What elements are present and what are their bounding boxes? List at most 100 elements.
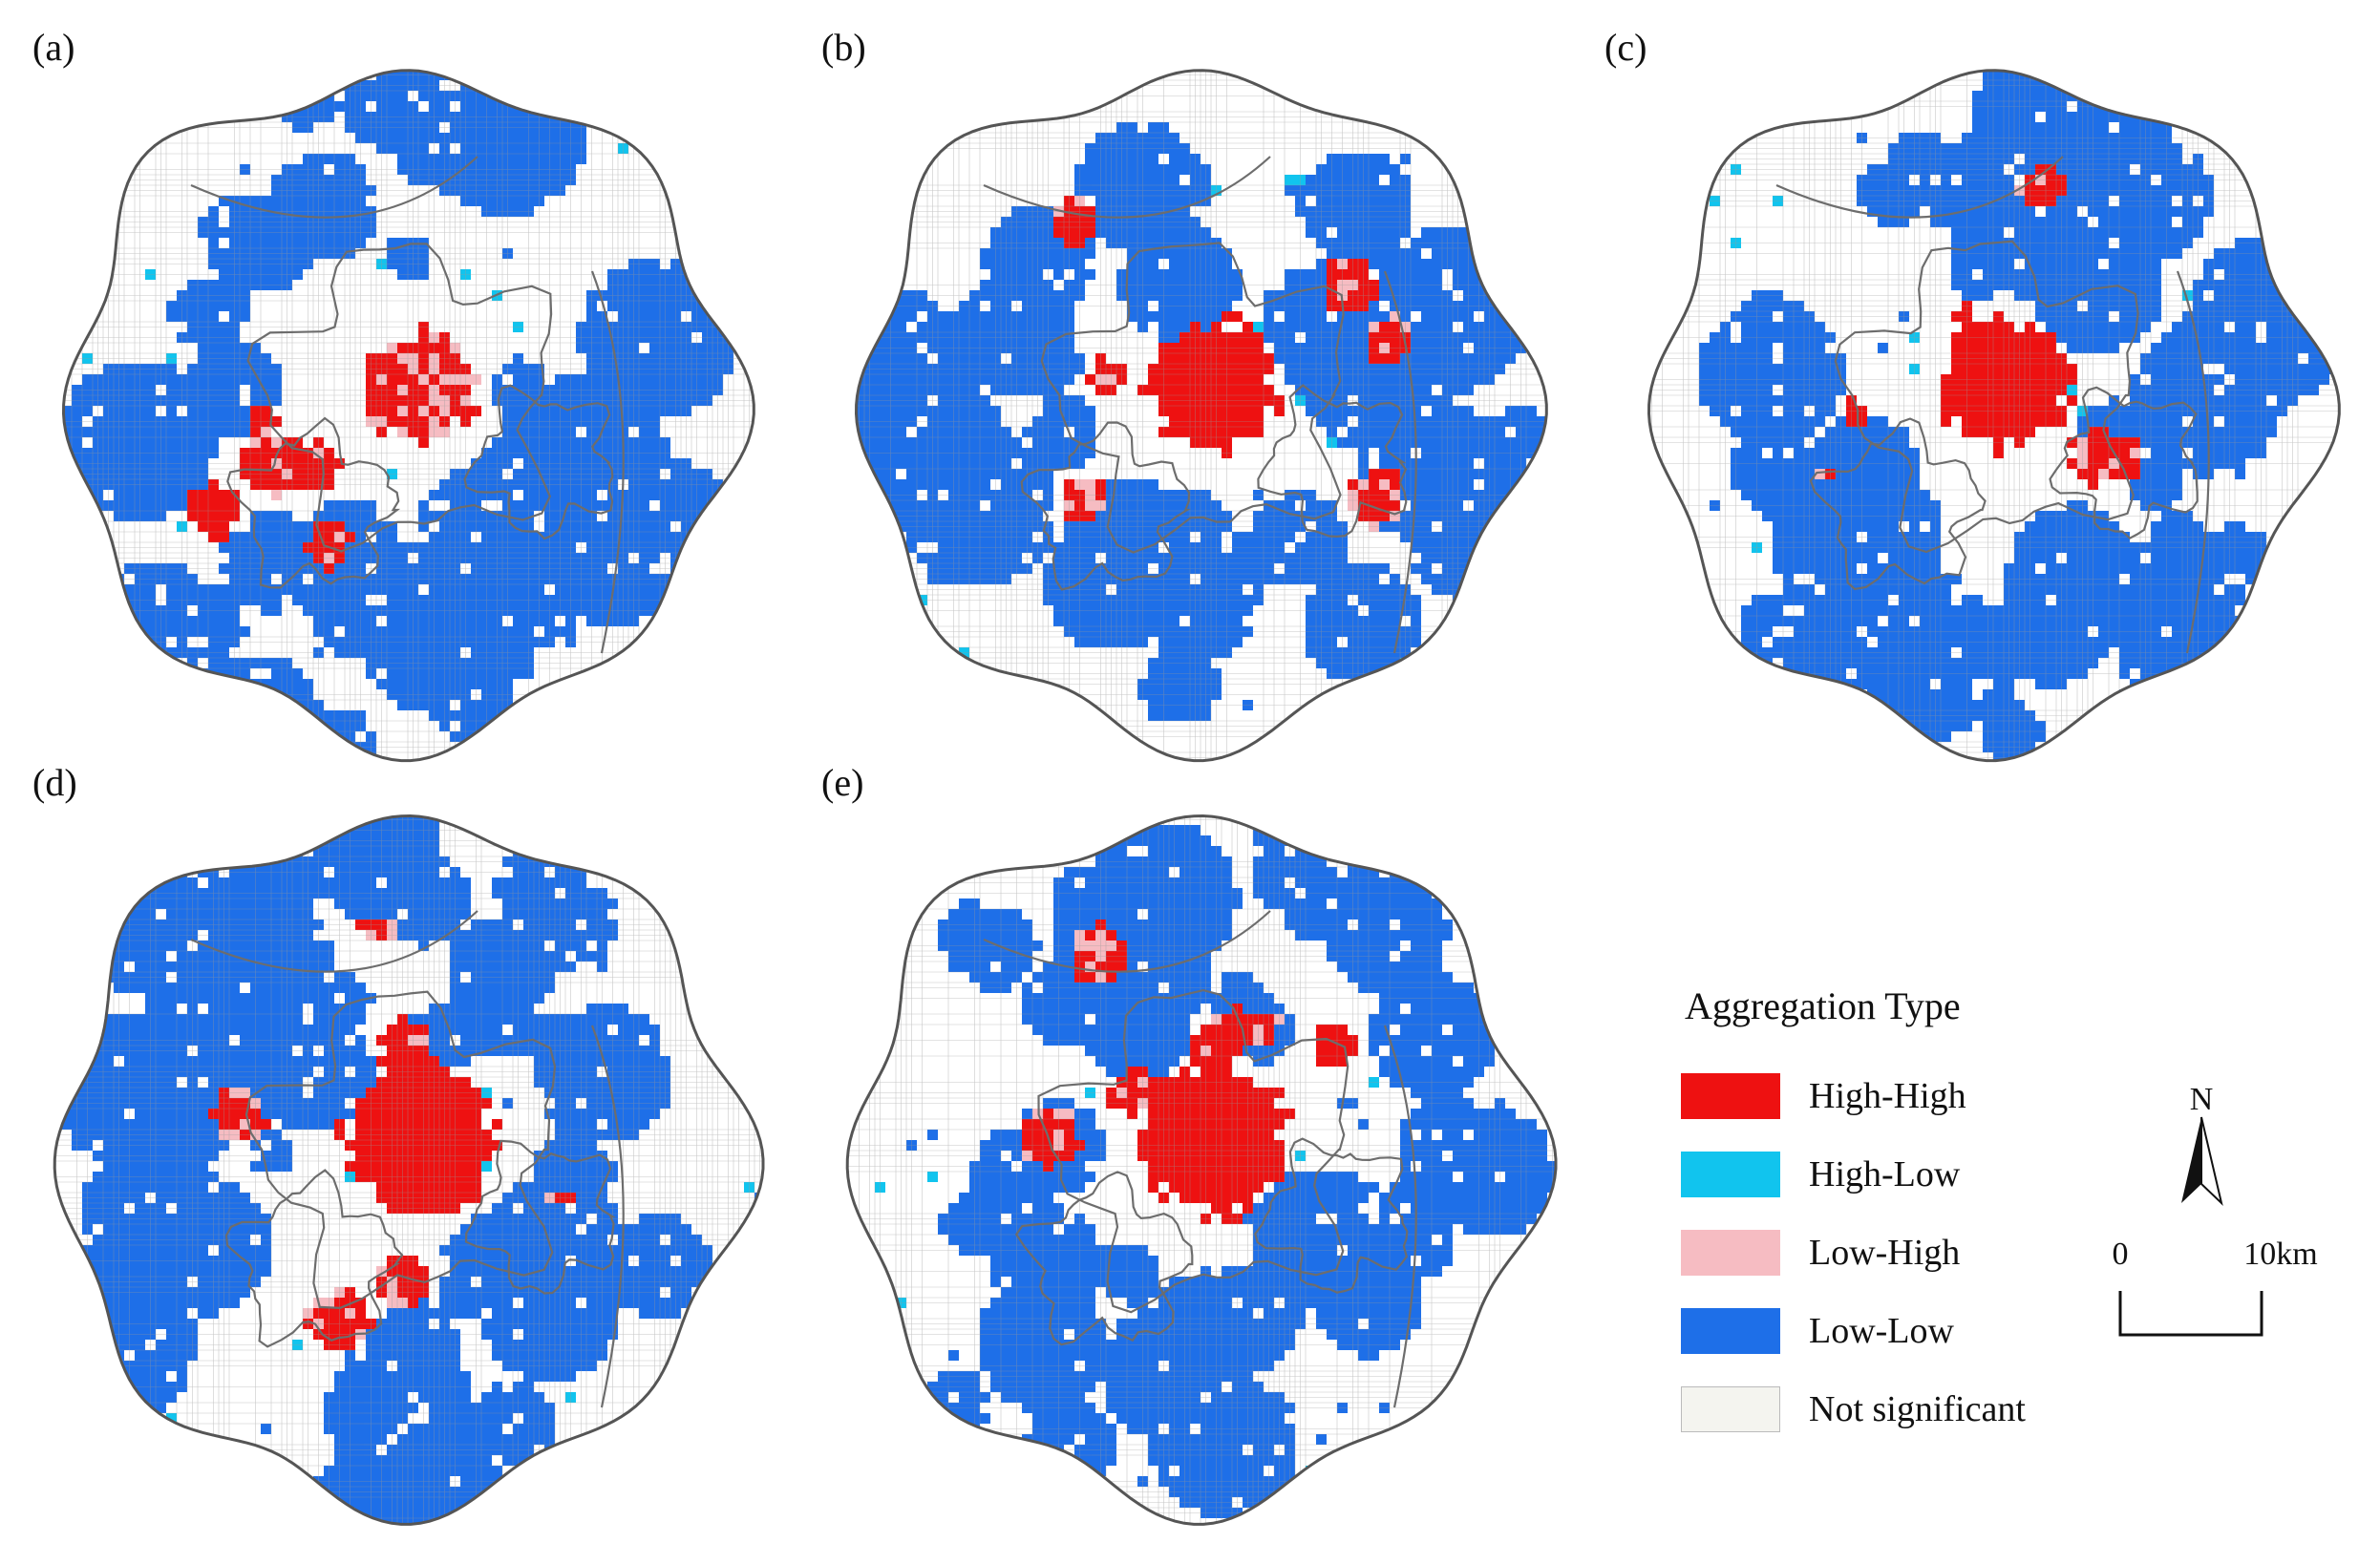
grid-cell: [2067, 59, 2077, 70]
grid-cell: [980, 479, 990, 490]
grid-cell: [875, 301, 885, 311]
grid-cell: [513, 616, 523, 626]
grid-cell: [896, 427, 906, 437]
grid-cell: [1558, 448, 1568, 458]
grid-cell: [1127, 175, 1137, 185]
grid-cell: [145, 490, 156, 500]
grid-cell: [1604, 196, 1615, 206]
grid-cell: [1516, 605, 1526, 616]
grid-cell: [208, 511, 219, 521]
grid-cell: [250, 700, 261, 710]
grid-cell: [1274, 311, 1285, 322]
grid-cell: [240, 668, 250, 679]
grid-cell: [555, 101, 565, 112]
grid-cell: [1169, 311, 1179, 322]
grid-cell: [2014, 49, 2025, 59]
grid-cell: [639, 311, 649, 322]
grid-cell: [980, 353, 990, 364]
grid-cell: [250, 374, 261, 385]
grid-cell: [1411, 248, 1421, 259]
grid-cell: [1179, 385, 1190, 395]
grid-cell: [481, 49, 492, 59]
grid-cell: [397, 133, 408, 143]
grid-cell: [875, 406, 885, 416]
grid-cell: [1179, 637, 1190, 647]
grid-cell: [271, 511, 282, 521]
grid-cell: [313, 731, 324, 742]
grid-cell: [240, 427, 250, 437]
grid-cell: [397, 343, 408, 353]
grid-cell: [2130, 122, 2140, 133]
grid-cell: [240, 532, 250, 542]
grid-cell: [166, 374, 177, 385]
grid-cell: [513, 133, 523, 143]
grid-cell: [492, 70, 502, 80]
grid-cell: [250, 532, 261, 542]
grid-cell: [1369, 248, 1379, 259]
grid-cell: [271, 490, 282, 500]
grid-cell: [271, 721, 282, 731]
grid-cell: [492, 59, 502, 70]
grid-cell: [1379, 437, 1390, 448]
grid-cell: [397, 238, 408, 248]
grid-cell: [460, 49, 471, 59]
grid-cell: [1474, 605, 1484, 616]
grid-cell: [1421, 112, 1432, 122]
grid-cell: [1526, 479, 1537, 490]
grid-cell: [1484, 259, 1495, 269]
grid-cell: [2130, 101, 2140, 112]
grid-cell: [124, 490, 135, 500]
grid-cell: [1484, 269, 1495, 280]
grid-cell: [896, 374, 906, 385]
grid-cell: [938, 385, 948, 395]
grid-cell: [544, 80, 555, 91]
grid-cell: [1547, 553, 1558, 563]
grid-cell: [240, 710, 250, 721]
grid-cell: [408, 49, 418, 59]
grid-cell: [856, 385, 864, 395]
grid-cell: [219, 689, 229, 700]
grid-cell: [1379, 248, 1390, 259]
grid-cell: [2140, 91, 2151, 101]
grid-cell: [1505, 584, 1516, 595]
grid-cell: [397, 679, 408, 689]
grid-cell: [1547, 469, 1558, 479]
grid-cell: [513, 49, 523, 59]
grid-cell: [471, 49, 481, 59]
grid-cell: [980, 322, 990, 332]
panel-label-a: (a): [32, 26, 75, 69]
grid-cell: [906, 385, 917, 395]
grid-cell: [208, 626, 219, 637]
grid-cell: [292, 532, 303, 542]
grid-cell: [429, 49, 439, 59]
grid-cell: [691, 679, 702, 689]
grid-cell: [1526, 469, 1537, 479]
grid-cell: [822, 406, 833, 416]
grid-cell: [2319, 143, 2329, 154]
grid-cell: [63, 458, 72, 469]
grid-cell: [282, 700, 292, 710]
grid-cell: [1285, 311, 1295, 322]
grid-cell: [1085, 500, 1095, 511]
grid-cell: [2140, 101, 2151, 112]
grid-cell: [1053, 427, 1064, 437]
grid-cell: [240, 406, 250, 416]
grid-cell: [1379, 458, 1390, 469]
grid-cell: [219, 238, 229, 248]
grid-cell: [875, 101, 885, 112]
grid-cell: [1537, 500, 1547, 511]
grid-cell: [649, 406, 660, 416]
grid-cell: [969, 385, 980, 395]
grid-cell: [250, 196, 261, 206]
grid-cell: [1390, 269, 1400, 280]
grid-cell: [261, 521, 271, 532]
grid-cell: [681, 553, 691, 563]
grid-cell: [1568, 479, 1576, 490]
grid-cell: [712, 280, 723, 290]
grid-cell: [471, 59, 481, 70]
grid-cell: [166, 437, 177, 448]
grid-cell: [2130, 80, 2140, 91]
grid-cell: [187, 710, 198, 721]
grid-cell: [366, 59, 376, 70]
grid-cell: [187, 500, 198, 511]
